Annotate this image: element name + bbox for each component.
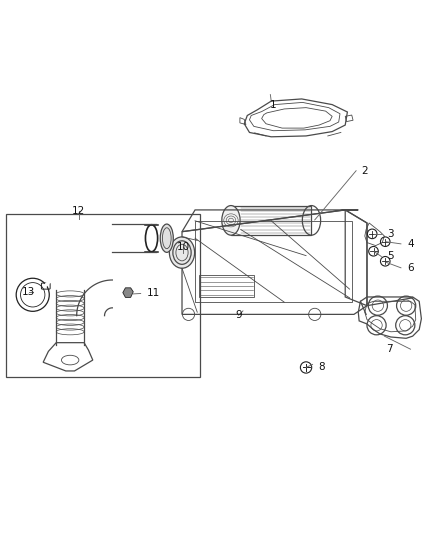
Text: 1: 1 <box>270 100 277 110</box>
Text: 6: 6 <box>407 263 414 273</box>
Text: 7: 7 <box>386 344 393 354</box>
Ellipse shape <box>170 237 194 268</box>
Text: 5: 5 <box>388 252 394 262</box>
Bar <box>6 214 200 377</box>
Text: 8: 8 <box>318 362 325 373</box>
Text: 10: 10 <box>177 242 190 252</box>
Ellipse shape <box>160 224 173 252</box>
Text: 3: 3 <box>388 229 394 239</box>
Text: 4: 4 <box>407 239 414 249</box>
Text: 11: 11 <box>147 288 160 298</box>
Text: 12: 12 <box>72 206 85 216</box>
Text: 13: 13 <box>22 287 35 297</box>
Polygon shape <box>123 288 133 297</box>
Ellipse shape <box>222 206 240 235</box>
Text: 9: 9 <box>235 310 242 320</box>
Text: 2: 2 <box>361 166 368 176</box>
